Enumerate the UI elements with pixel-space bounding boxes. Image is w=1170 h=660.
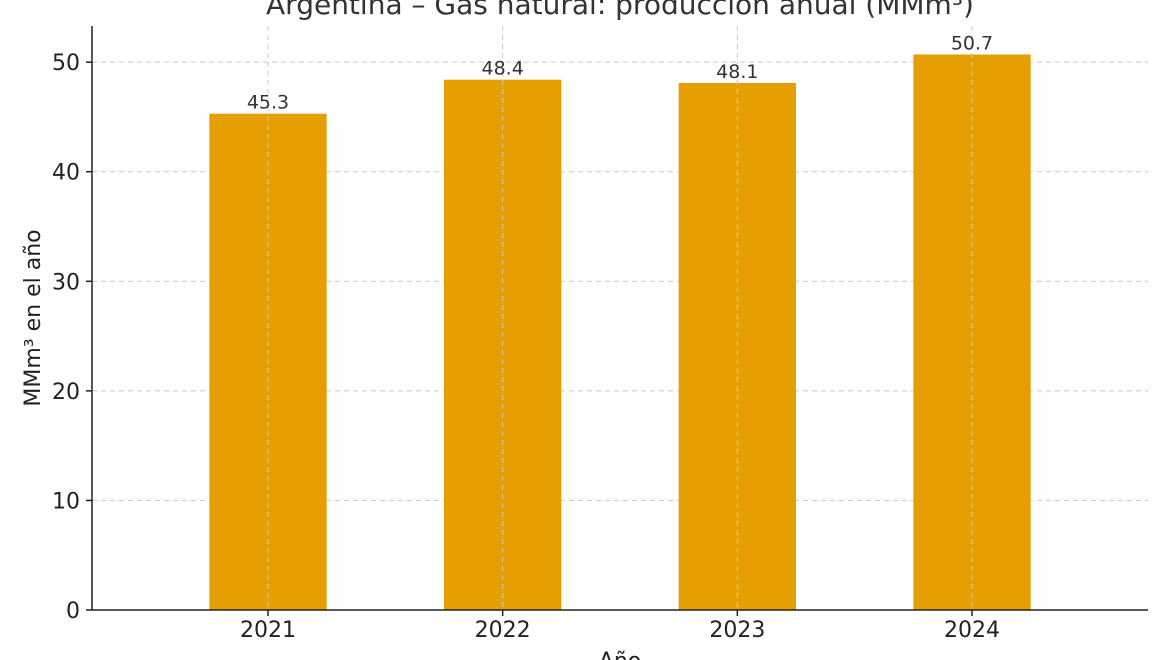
y-tick-label: 30 bbox=[52, 270, 80, 295]
bars bbox=[209, 54, 1031, 611]
y-tick-labels: 0 10 20 30 40 50 bbox=[52, 51, 92, 624]
bar-value-label: 50.7 bbox=[951, 32, 993, 54]
bar-value-label: 48.1 bbox=[716, 61, 758, 83]
chart-title: Argentina – Gas natural: producción anua… bbox=[266, 0, 974, 21]
x-tick-label: 2021 bbox=[240, 618, 296, 643]
x-axis-label: Año bbox=[599, 649, 641, 660]
vertical-grid-lines bbox=[267, 26, 973, 610]
bar-value-label: 45.3 bbox=[247, 92, 289, 114]
y-tick-label: 10 bbox=[52, 489, 80, 514]
y-tick-label: 40 bbox=[52, 161, 80, 186]
bar-value-labels: 45.3 48.4 48.1 50.7 bbox=[247, 32, 993, 113]
x-tick-label: 2022 bbox=[475, 618, 531, 643]
y-tick-label: 20 bbox=[52, 380, 80, 405]
x-tick-labels: 2021 2022 2023 2024 bbox=[240, 610, 1000, 643]
x-tick-label: 2024 bbox=[944, 618, 1000, 643]
y-tick-label: 0 bbox=[66, 599, 80, 624]
x-tick-label: 2023 bbox=[709, 618, 765, 643]
y-tick-label: 50 bbox=[52, 51, 80, 76]
y-axis-label: MMm³ en el año bbox=[21, 229, 46, 406]
bar-value-label: 48.4 bbox=[482, 58, 524, 80]
